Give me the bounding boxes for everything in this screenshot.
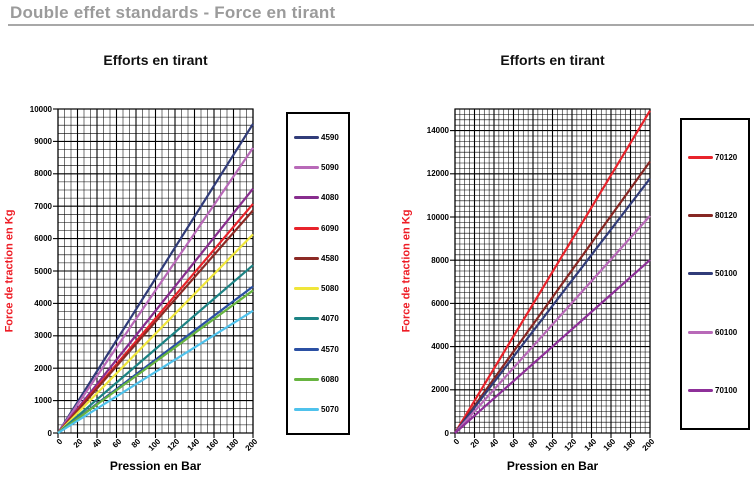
chart-right: Efforts en tirant Force de traction en K…: [397, 40, 754, 490]
page-title: Double effet standards - Force en tirant: [10, 3, 336, 22]
legend-line-swatch: [294, 378, 319, 382]
legend-item: 4080: [294, 193, 348, 202]
y-tick-label: 3000: [34, 331, 52, 341]
series-line-80120: [454, 160, 651, 434]
y-tick-label: 9000: [34, 136, 52, 146]
y-tick-label: 8000: [431, 255, 449, 265]
legend-line-swatch: [294, 196, 319, 200]
legend-item: 4590: [294, 133, 348, 142]
legend-label: 50100: [715, 269, 738, 279]
legend-line-swatch: [294, 226, 319, 230]
y-tick-label: 4000: [431, 342, 449, 352]
legend-label: 5070: [321, 405, 339, 415]
legend-line-swatch: [688, 214, 713, 218]
legend-label: 4580: [321, 253, 339, 263]
axis-ticks: [53, 108, 254, 438]
legend-line-swatch: [688, 330, 713, 334]
legend-line-swatch: [688, 155, 713, 159]
y-tick-label: 5000: [34, 266, 52, 276]
y-tick-label: 0: [444, 428, 449, 438]
legend-item: 4070: [294, 314, 348, 323]
legend-label: 5080: [321, 284, 339, 294]
legend-line-swatch: [294, 135, 319, 139]
legend-item: 6080: [294, 375, 348, 384]
legend-label: 6080: [321, 375, 339, 385]
legend-item: 5080: [294, 284, 348, 293]
y-tick-label: 0: [47, 428, 52, 438]
series-line-60100: [454, 215, 651, 434]
legend-line-swatch: [294, 317, 319, 321]
legend-item: 70100: [688, 386, 748, 395]
y-tick-label: 8000: [34, 169, 52, 179]
series-line-4070: [57, 264, 254, 434]
y-tick-label: 2000: [431, 385, 449, 395]
legend-item: 80120: [688, 211, 748, 220]
legend-label: 70120: [715, 152, 738, 162]
series-line-50100: [454, 177, 651, 434]
series-line-4590: [57, 123, 254, 434]
y-tick-label: 10000: [29, 104, 52, 114]
legend-item: 6090: [294, 224, 348, 233]
legend-item: 50100: [688, 269, 748, 278]
legend-label: 70100: [715, 386, 738, 396]
x-axis-title: Pression en Bar: [506, 459, 599, 473]
y-tick-label: 4000: [34, 298, 52, 308]
y-tick-label: 10000: [426, 212, 449, 222]
y-tick-label: 6000: [34, 234, 52, 244]
y-tick-label: 1000: [34, 396, 52, 406]
legend-item: 5090: [294, 163, 348, 172]
series-line-70100: [454, 259, 651, 434]
series-line-5080: [57, 233, 254, 434]
legend-label: 4080: [321, 193, 339, 203]
y-tick-label: 2000: [34, 363, 52, 373]
legend-label: 5090: [321, 162, 339, 172]
series-line-4080: [57, 188, 254, 434]
plot-svg: [53, 108, 254, 438]
series-line-70120: [454, 110, 651, 434]
legend-line-swatch: [294, 287, 319, 291]
legend-item: 4570: [294, 345, 348, 354]
plot-svg: [450, 108, 651, 438]
legend: 4590 5090 4080 6090 4580 5080 4070 4570 6080 5070: [286, 112, 350, 435]
legend-item: 60100: [688, 328, 748, 337]
series-line-5090: [57, 147, 254, 434]
legend-item: 5070: [294, 405, 348, 414]
y-tick-label: 6000: [431, 298, 449, 308]
legend-label: 80120: [715, 211, 738, 221]
axis-ticks: [450, 130, 651, 438]
chart-left: Efforts en tirant Force de traction en K…: [0, 40, 365, 490]
series-line-6080: [57, 289, 254, 434]
plot-area: [53, 108, 254, 438]
chart-title: Efforts en tirant: [500, 52, 605, 68]
legend-label: 4570: [321, 344, 339, 354]
legend-line-swatch: [688, 272, 713, 276]
y-tick-label: 7000: [34, 201, 52, 211]
legend: 70120 80120 50100 60100 70100: [680, 118, 750, 430]
series-line-5070: [57, 309, 254, 434]
header-rule: [8, 24, 754, 26]
legend-label: 4590: [321, 132, 339, 142]
x-axis-title: Pression en Bar: [109, 459, 202, 473]
y-tick-label: 14000: [426, 126, 449, 136]
legend-line-swatch: [294, 165, 319, 169]
plot-area: [450, 108, 651, 438]
legend-line-swatch: [688, 389, 713, 393]
legend-line-swatch: [294, 256, 319, 260]
series-line-4580: [57, 209, 254, 434]
chart-title: Efforts en tirant: [103, 52, 208, 68]
legend-line-swatch: [294, 408, 319, 412]
y-tick-label: 12000: [426, 169, 449, 179]
legend-item: 4580: [294, 254, 348, 263]
legend-label: 4070: [321, 314, 339, 324]
legend-item: 70120: [688, 153, 748, 162]
legend-label: 6090: [321, 223, 339, 233]
legend-label: 60100: [715, 327, 738, 337]
legend-line-swatch: [294, 347, 319, 351]
